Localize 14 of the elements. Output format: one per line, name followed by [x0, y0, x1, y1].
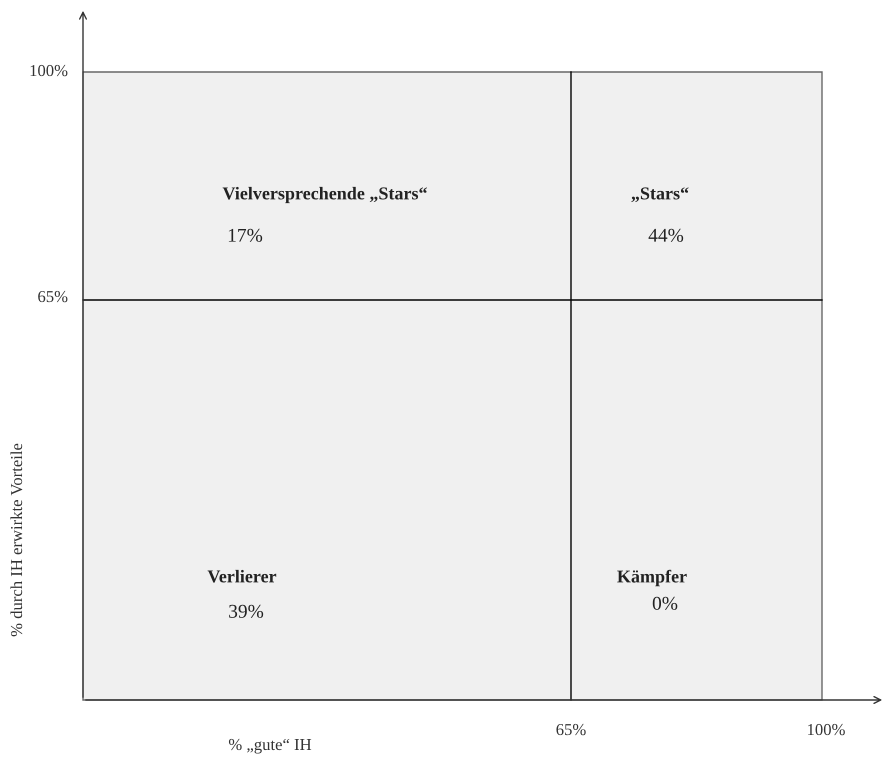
- text: 65%: [556, 724, 586, 736]
- text: % „gute“ IH: [228, 738, 312, 754]
- category-label: „Stars“: [631, 187, 688, 202]
- category-label: Vielversprechende „Stars“: [222, 186, 427, 204]
- data-label: 44%: [648, 228, 684, 242]
- text: 100%: [808, 724, 845, 736]
- category-label: Verlierer: [208, 570, 276, 583]
- data-label: 0%: [652, 596, 678, 610]
- text: 100%: [30, 64, 68, 76]
- text: 65%: [38, 290, 68, 302]
- category-label: Kämpfer: [617, 570, 687, 586]
- data-label: 17%: [228, 228, 262, 242]
- text: % durch IH erwirkte Vorteile: [10, 444, 22, 636]
- data-label: 39%: [229, 604, 264, 618]
